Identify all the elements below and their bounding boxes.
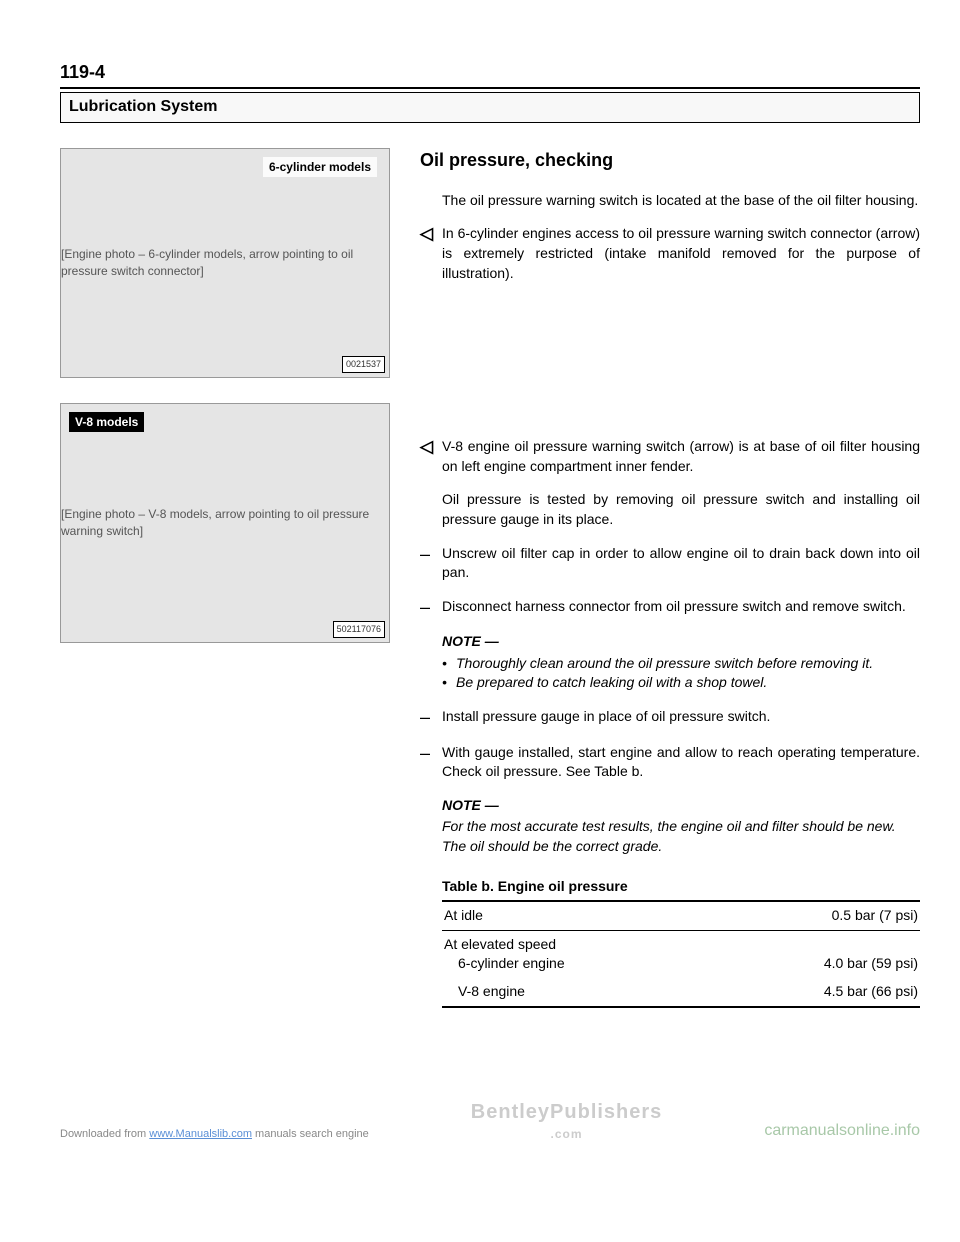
note-block: NOTE — • Thoroughly clean around the oil… — [442, 632, 920, 693]
footer-text: Downloaded from — [60, 1128, 149, 1140]
table-cell-label: At elevated speed 6-cylinder engine — [442, 930, 709, 978]
bullet-icon: • — [442, 673, 456, 693]
paragraph: Oil pressure is tested by removing oil p… — [442, 490, 920, 529]
figure-id: 0021537 — [342, 356, 385, 373]
section-header: Lubrication System — [60, 92, 920, 122]
table-title: Table b. Engine oil pressure — [442, 877, 920, 897]
figure-6cyl: [Engine photo – 6-cylinder models, arrow… — [60, 148, 390, 378]
table-cell-value-text: 4.0 bar (59 psi) — [824, 955, 918, 971]
paragraph-text: In 6-cylinder engines access to oil pres… — [442, 224, 920, 283]
note-text: Be prepared to catch leaking oil with a … — [456, 673, 767, 693]
paragraph: The oil pressure warning switch is locat… — [442, 191, 920, 211]
table-cell-value: 0.5 bar (7 psi) — [709, 901, 920, 930]
content-wrap: [Engine photo – 6-cylinder models, arrow… — [60, 148, 920, 1008]
sub-heading: Oil pressure, checking — [420, 148, 920, 173]
paragraph-text: With gauge installed, start engine and a… — [442, 743, 920, 782]
table-cell-main: At elevated speed — [444, 936, 556, 952]
note-block: NOTE — For the most accurate test result… — [442, 796, 920, 857]
step-dash: Install pressure gauge in place of oil p… — [420, 707, 920, 729]
watermark-main: BentleyPublishers — [471, 1101, 663, 1123]
dash-icon — [420, 544, 442, 583]
triangle-icon — [420, 437, 442, 476]
note-bullet: • Thoroughly clean around the oil pressu… — [442, 654, 920, 674]
figure-label: V-8 models — [69, 412, 144, 433]
step-triangle: In 6-cylinder engines access to oil pres… — [420, 224, 920, 283]
table-cell-sub: V-8 engine — [444, 982, 707, 1002]
step-dash: Unscrew oil filter cap in order to allow… — [420, 544, 920, 583]
step-dash: Disconnect harness connector from oil pr… — [420, 597, 920, 619]
paragraph-text: Unscrew oil filter cap in order to allow… — [442, 544, 920, 583]
step-triangle: V-8 engine oil pressure warning switch (… — [420, 437, 920, 476]
figure-alt: [Engine photo – 6-cylinder models, arrow… — [61, 246, 389, 280]
note-bullet: • Be prepared to catch leaking oil with … — [442, 673, 920, 693]
dash-icon — [420, 597, 442, 619]
divider-top — [60, 87, 920, 89]
paragraph-text: V-8 engine oil pressure warning switch (… — [442, 437, 920, 476]
table-cell-sub: 6-cylinder engine — [444, 954, 707, 974]
footer-right: carmanualsonline.info — [764, 1120, 920, 1142]
figure-id: 502117076 — [333, 621, 385, 638]
step-dash: With gauge installed, start engine and a… — [420, 743, 920, 782]
table-cell-label: At idle — [442, 901, 709, 930]
bullet-icon: • — [442, 654, 456, 674]
watermark-sub: .com — [471, 1126, 663, 1143]
figure-label: 6-cylinder models — [263, 157, 377, 178]
paragraph-text: Disconnect harness connector from oil pr… — [442, 597, 920, 619]
paragraph-text: Install pressure gauge in place of oil p… — [442, 707, 920, 729]
footer-left: Downloaded from www.Manualslib.com manua… — [60, 1127, 369, 1142]
footer-watermark: BentleyPublishers .com — [471, 1098, 663, 1143]
note-text: Thoroughly clean around the oil pressure… — [456, 654, 873, 674]
dash-icon — [420, 707, 442, 729]
oil-pressure-table: At idle 0.5 bar (7 psi) At elevated spee… — [442, 900, 920, 1007]
spacer — [420, 297, 920, 437]
table-row: V-8 engine 4.5 bar (66 psi) — [442, 978, 920, 1007]
note-title: NOTE — — [442, 632, 920, 652]
left-column: [Engine photo – 6-cylinder models, arrow… — [60, 148, 390, 1008]
figure-alt: [Engine photo – V-8 models, arrow pointi… — [61, 506, 389, 540]
table-cell-value: 4.5 bar (66 psi) — [709, 978, 920, 1007]
footer-text: manuals search engine — [252, 1128, 369, 1140]
page-footer: Downloaded from www.Manualslib.com manua… — [60, 1098, 920, 1143]
triangle-icon — [420, 224, 442, 283]
note-text: For the most accurate test results, the … — [442, 817, 920, 856]
dash-icon — [420, 743, 442, 782]
table-cell-label: V-8 engine — [442, 978, 709, 1007]
note-title: NOTE — — [442, 796, 920, 816]
table-row: At elevated speed 6-cylinder engine 4.0 … — [442, 930, 920, 978]
table-row: At idle 0.5 bar (7 psi) — [442, 901, 920, 930]
page-number: 119-4 — [60, 60, 920, 85]
figure-v8: [Engine photo – V-8 models, arrow pointi… — [60, 403, 390, 643]
right-column: Oil pressure, checking The oil pressure … — [420, 148, 920, 1008]
table-cell-value: 4.0 bar (59 psi) — [709, 930, 920, 978]
footer-link-manualslib[interactable]: www.Manualslib.com — [149, 1128, 252, 1140]
